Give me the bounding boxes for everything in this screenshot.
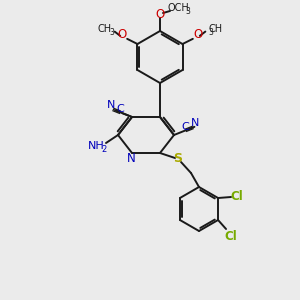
Text: O: O: [155, 8, 165, 20]
Text: C: C: [182, 122, 189, 132]
Text: OCH: OCH: [167, 3, 189, 13]
Text: N: N: [191, 118, 200, 128]
Text: Cl: Cl: [231, 190, 243, 202]
Text: C: C: [117, 104, 124, 114]
Text: CH: CH: [208, 24, 222, 34]
Text: N: N: [127, 152, 135, 164]
Text: CH: CH: [98, 24, 112, 34]
Text: S: S: [173, 152, 182, 166]
Text: O: O: [193, 28, 203, 41]
Text: O: O: [118, 28, 127, 41]
Text: NH: NH: [88, 141, 104, 151]
Text: 3: 3: [109, 28, 114, 37]
Text: 2: 2: [101, 146, 106, 154]
Text: N: N: [106, 100, 115, 110]
Text: Cl: Cl: [225, 230, 237, 242]
Text: 3: 3: [186, 7, 190, 16]
Text: 3: 3: [208, 28, 213, 37]
